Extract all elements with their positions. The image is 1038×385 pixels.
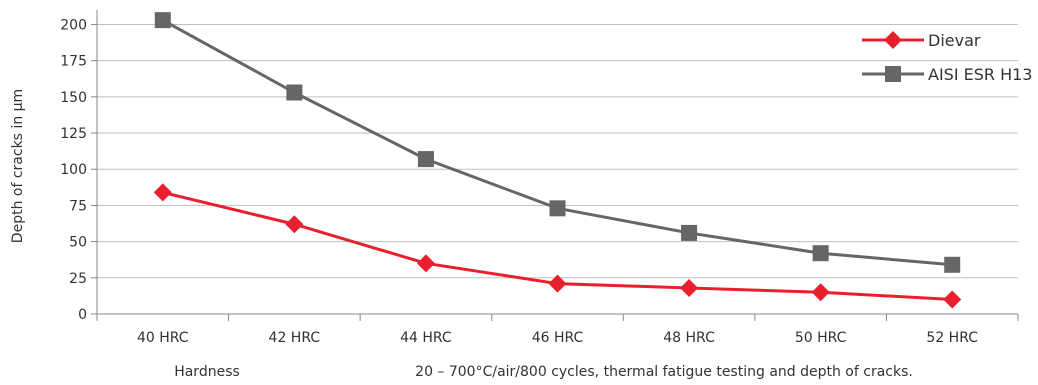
series-line	[162, 18, 953, 267]
legend-label: AISI ESR H13	[928, 65, 1032, 84]
y-tick-labels: 0 25 50 75 100 125 150 175 200	[60, 17, 87, 323]
x-tick-label: 52 HRC	[926, 330, 978, 346]
chart-caption: 20 – 700°C/air/800 cycles, thermal fatig…	[415, 364, 913, 380]
data-point	[811, 283, 830, 302]
y-tick-label: 150	[60, 90, 87, 106]
legend-item: Dievar	[862, 31, 981, 50]
legend-marker	[884, 31, 902, 49]
data-point	[943, 290, 962, 309]
data-point	[417, 151, 434, 168]
x-tick-label: 46 HRC	[532, 330, 584, 346]
y-tick-label: 200	[60, 17, 87, 33]
series-0	[153, 183, 962, 309]
data-point	[681, 224, 698, 241]
data-point	[154, 12, 171, 29]
data-point	[680, 278, 699, 297]
data-point	[416, 254, 435, 273]
data-point	[944, 256, 961, 273]
gridlines	[97, 23, 1018, 315]
x-tick-label: 42 HRC	[269, 330, 321, 346]
series-layer	[153, 12, 962, 309]
x-tick-label: 44 HRC	[400, 330, 452, 346]
data-point	[548, 274, 567, 293]
data-point	[549, 200, 566, 217]
y-tick-label: 50	[69, 235, 87, 251]
legend-item: AISI ESR H13	[862, 65, 1032, 84]
legend-label: Dievar	[928, 31, 981, 50]
y-tick-label: 125	[60, 126, 87, 142]
x-tick-label: 50 HRC	[795, 330, 847, 346]
axes	[91, 10, 1019, 321]
data-point	[286, 84, 303, 101]
y-tick-label: 0	[78, 307, 87, 323]
legend: Dievar AISI ESR H13	[862, 31, 1032, 84]
y-tick-label: 75	[69, 198, 87, 214]
series-1	[154, 12, 961, 273]
y-tick-label: 100	[60, 162, 87, 178]
y-axis-title: Depth of cracks in µm	[10, 89, 26, 243]
y-tick-label: 25	[69, 271, 87, 287]
x-axis-title: Hardness	[174, 364, 240, 380]
y-tick-label: 175	[60, 54, 87, 70]
x-tick-label: 48 HRC	[663, 330, 715, 346]
data-point	[285, 215, 304, 234]
legend-marker	[885, 66, 901, 82]
data-point	[153, 183, 172, 202]
x-tick-label: 40 HRC	[137, 330, 189, 346]
data-point	[812, 245, 829, 262]
x-tick-labels: 40 HRC 42 HRC 44 HRC 46 HRC 48 HRC 50 HRC 52 H…	[137, 330, 978, 346]
